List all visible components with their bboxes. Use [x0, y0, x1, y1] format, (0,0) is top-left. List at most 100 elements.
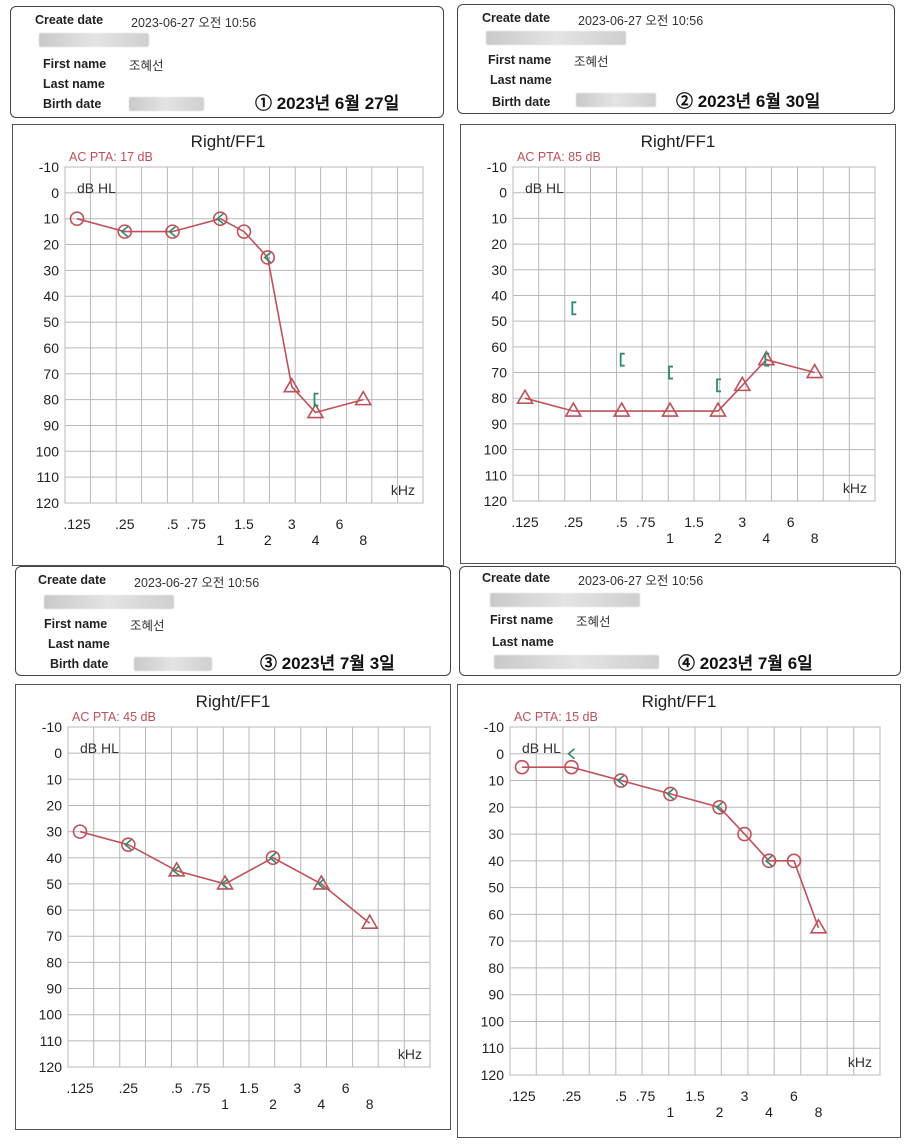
chart-title: Right/FF1: [642, 692, 717, 711]
y-tick-label: 50: [488, 880, 504, 896]
x-tick-label: 1: [221, 1096, 229, 1112]
patient-info-box-4: Create date 2023-06-27 오전 10:56 First name…: [459, 566, 901, 676]
data-point-bone: [168, 226, 177, 238]
y-tick-label: 0: [54, 745, 62, 761]
chart-title: Right/FF1: [196, 692, 271, 711]
unit-label-khz: kHz: [391, 482, 415, 498]
data-point-circle: [72, 824, 88, 839]
y-tick-label: -10: [484, 719, 504, 735]
y-tick-label: 50: [43, 314, 59, 330]
x-tick-label: 3: [293, 1080, 301, 1096]
data-point-triangle: [612, 401, 631, 417]
x-tick-label: 1: [666, 530, 674, 546]
create-date-value: 2023-06-27 오전 10:56: [134, 576, 260, 590]
x-tick-label: .5: [615, 1088, 627, 1104]
y-tick-label: 120: [481, 1067, 505, 1083]
data-point-triangle: [805, 362, 824, 379]
first-name-label: First name: [43, 57, 107, 71]
first-name-label: First name: [488, 53, 552, 67]
patient-info-box-3: Create date 2023-06-27 오전 10:56 First name…: [15, 566, 451, 676]
data-point-triangle: [709, 401, 727, 417]
pta-label: AC PTA: 17 dB: [69, 150, 153, 164]
data-point-triangle: [564, 401, 583, 417]
y-tick-label: 120: [39, 1059, 63, 1075]
unit-label-khz: kHz: [848, 1054, 872, 1070]
y-tick-label: 120: [484, 493, 508, 509]
data-point-circle: [564, 759, 579, 775]
x-tick-label: .75: [191, 1080, 211, 1096]
data-point-bone: [263, 251, 272, 264]
y-tick-label: 40: [491, 287, 507, 303]
create-date-value: 2023-06-27 오전 10:56: [578, 14, 704, 28]
unit-label-db: dB HL: [77, 180, 116, 196]
x-tick-label: 3: [741, 1088, 749, 1104]
y-tick-label: 100: [481, 1013, 505, 1029]
y-tick-label: 80: [43, 392, 59, 408]
data-point-circle: [117, 224, 133, 239]
data-point-triangle: [354, 390, 373, 406]
x-tick-label: 2: [714, 530, 722, 546]
data-point-bone: [124, 839, 132, 851]
y-tick-label: -10: [487, 159, 507, 175]
x-tick-label: 8: [811, 530, 819, 546]
y-tick-label: 0: [51, 185, 59, 201]
first-name-value: 조혜선: [576, 615, 611, 629]
data-point-circle: [737, 826, 752, 842]
data-point-circle: [165, 224, 180, 239]
pta-label: AC PTA: 45 dB: [72, 710, 156, 724]
data-point-triangle: [360, 913, 379, 929]
y-tick-label: 80: [488, 960, 504, 976]
x-tick-label: 1.5: [239, 1080, 259, 1096]
chart-title: Right/FF1: [191, 132, 266, 151]
y-tick-label: 70: [46, 928, 62, 944]
data-point-bone: [172, 865, 181, 877]
data-point-bone: [616, 774, 625, 787]
y-tick-label: 120: [36, 495, 60, 511]
data-point-circle: [663, 786, 678, 802]
y-tick-label: 20: [43, 237, 59, 253]
audiogram-svg: Right/FF1 AC PTA: 85 dB -10 0 10 20 30 40 50 60 70…: [484, 132, 876, 546]
x-tick-label: 6: [790, 1088, 798, 1104]
audiogram-panel-1: Right/FF1 AC PTA: 17 dB -10 0 10 20 30 40 50 60 70…: [12, 124, 444, 566]
x-tick-label: 4: [317, 1096, 325, 1112]
y-tick-label: 50: [46, 876, 62, 892]
data-point-triangle: [733, 375, 752, 392]
birth-date-label: Birth date: [492, 95, 551, 109]
y-tick-label: 90: [46, 981, 62, 997]
data-point-bone-bracket: [619, 352, 625, 367]
x-tick-label: 4: [765, 1104, 773, 1120]
x-tick-label: .25: [562, 1088, 582, 1104]
x-tick-label: 1.5: [685, 1088, 705, 1104]
data-point-circle: [712, 800, 727, 815]
data-point-bone-bracket: [313, 392, 319, 407]
data-point-bone-bracket: [668, 365, 674, 380]
data-point-circle: [761, 853, 777, 869]
x-tick-label: 3: [738, 514, 746, 530]
y-tick-label: 110: [37, 469, 60, 485]
x-tick-label: .5: [167, 516, 179, 532]
create-date-value: 2023-06-27 오전 10:56: [578, 574, 704, 588]
first-name-value: 조혜선: [129, 59, 164, 73]
create-date-label: Create date: [38, 573, 107, 587]
last-name-label: Last name: [490, 73, 552, 87]
last-name-label: Last name: [492, 635, 554, 649]
first-name-label: First name: [490, 613, 554, 627]
x-tick-label: 8: [815, 1104, 823, 1120]
x-tick-label: 8: [366, 1096, 374, 1112]
data-point-circle: [69, 211, 85, 226]
air-conduction-line: [79, 830, 371, 924]
data-point-circle: [265, 850, 281, 866]
x-tick-label: 1.5: [234, 516, 254, 532]
data-point-triangle: [809, 918, 828, 934]
first-name-value: 조혜선: [130, 619, 165, 633]
y-tick-label: 100: [484, 442, 508, 458]
data-point-bone: [764, 855, 773, 867]
last-name-label: Last name: [43, 77, 105, 91]
x-tick-label: 1: [216, 532, 224, 548]
data-point-bone: [120, 226, 129, 238]
x-tick-label: 3: [288, 516, 296, 532]
data-point-bone: [220, 878, 229, 890]
x-tick-label: .125: [66, 1080, 93, 1096]
y-tick-label: 50: [491, 313, 507, 329]
x-tick-label: 6: [342, 1080, 350, 1096]
